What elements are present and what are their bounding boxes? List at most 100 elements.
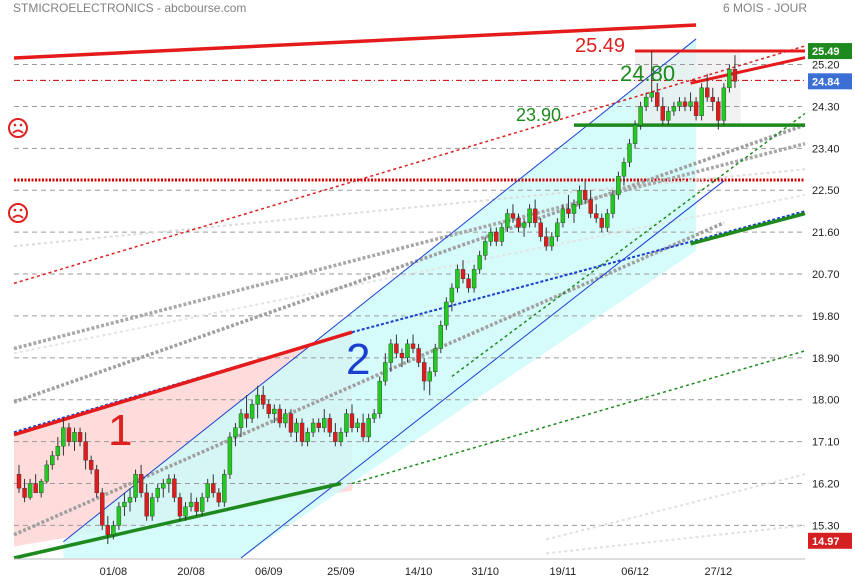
candle-body	[16, 474, 22, 489]
candle-body	[44, 464, 49, 482]
candle-body	[272, 408, 277, 414]
candle-body	[532, 208, 538, 224]
candle-body	[399, 352, 405, 359]
candle-body	[699, 87, 704, 116]
sad-face-eye	[19, 208, 23, 212]
chart-period: 6 MOIS - JOUR	[722, 1, 807, 15]
price-badge-label: 25.49	[812, 46, 840, 58]
candle-body	[177, 497, 183, 517]
candle-body	[510, 213, 516, 219]
y-tick-label: 18.00	[812, 395, 840, 407]
x-tick-label: 20/08	[177, 566, 205, 578]
candle-body	[66, 427, 72, 442]
candle-body	[521, 222, 527, 228]
candle-body	[621, 162, 627, 177]
x-tick-label: 14/10	[405, 566, 433, 578]
candle-body	[310, 422, 316, 433]
candle-body	[438, 325, 443, 349]
candle-body	[50, 455, 55, 466]
candle-body	[710, 96, 715, 102]
candle-body	[244, 413, 249, 419]
candle-body	[205, 483, 210, 498]
price-badge-box	[808, 43, 852, 60]
candle-body	[138, 474, 144, 494]
x-tick-label: 01/08	[100, 566, 128, 578]
candle-body	[705, 87, 710, 98]
candle-body	[538, 222, 543, 237]
candle-body	[649, 92, 654, 98]
x-tick-label: 06/12	[621, 566, 649, 578]
y-axis: 15.30 16.20 17.10 18.00 18.90 19.80 20.70 21.60…	[808, 43, 852, 549]
candle-body	[111, 525, 116, 535]
regression-line	[13, 221, 725, 537]
candle-body	[227, 436, 233, 475]
candle-body	[172, 478, 177, 498]
candle-body	[671, 106, 677, 112]
wave-label: 2	[346, 335, 370, 384]
resistance-trend	[13, 23, 697, 60]
trend-line	[351, 210, 806, 334]
candle-body	[555, 222, 560, 237]
y-tick-label: 24.30	[812, 101, 840, 113]
candle-body	[55, 446, 61, 456]
candle-body	[394, 343, 399, 354]
candle-body	[27, 483, 33, 498]
candle-body	[372, 413, 377, 419]
sad-face-eye	[19, 123, 23, 127]
candle-body	[488, 231, 493, 242]
candle-body	[610, 194, 616, 214]
candle-body	[127, 497, 133, 503]
candle-body	[255, 394, 260, 405]
price-badge: 24.84	[808, 73, 852, 90]
sad-face-mouth	[12, 129, 24, 134]
trend-line	[13, 193, 806, 355]
candle-body	[616, 176, 621, 196]
candle-body	[594, 213, 599, 219]
y-tick-label: 21.60	[812, 227, 840, 239]
candle-body	[449, 287, 455, 303]
candle-body	[149, 497, 155, 517]
channel-line	[240, 180, 725, 559]
candle-body	[61, 427, 66, 447]
candle-body	[338, 432, 344, 442]
sad-face-icon	[8, 203, 28, 223]
candle-body	[455, 269, 460, 289]
candle-body	[377, 380, 382, 414]
annotations: 25.49 24.80 23.90 1 2	[8, 35, 675, 455]
level-label: 24.80	[620, 61, 675, 86]
candle-body	[22, 487, 27, 498]
chart-title: STMICROELECTRONICS - abcbourse.com	[13, 1, 247, 15]
candle-body	[588, 199, 593, 214]
candle-body	[577, 190, 582, 205]
candle-body	[77, 432, 83, 442]
candle-body	[494, 231, 499, 242]
candle-body	[566, 208, 571, 214]
candle-body	[721, 87, 727, 121]
candle-body	[471, 269, 477, 289]
candle-body	[499, 227, 505, 242]
channel-line	[63, 38, 697, 543]
candle-body	[294, 422, 299, 433]
sad-face-outline	[8, 118, 28, 138]
candle-body	[643, 96, 649, 107]
sad-face-eye	[13, 208, 17, 212]
sad-face-mouth	[12, 214, 24, 219]
candle-body	[161, 483, 166, 489]
candle-body	[333, 432, 338, 442]
candle-body	[94, 469, 99, 494]
candle-body	[116, 506, 122, 526]
candle-body	[122, 501, 127, 507]
support-trend	[690, 211, 806, 246]
candle-body	[322, 418, 327, 428]
y-tick-label: 19.80	[812, 311, 840, 323]
candle-body	[444, 301, 449, 326]
y-tick-label: 17.10	[812, 437, 840, 449]
candle-body	[582, 190, 588, 200]
candle-body	[166, 478, 172, 484]
level-label: 25.49	[575, 35, 625, 57]
candle-body	[283, 413, 288, 424]
y-tick-label: 22.50	[812, 185, 840, 197]
candle-body	[560, 208, 566, 224]
candle-body	[544, 236, 549, 247]
